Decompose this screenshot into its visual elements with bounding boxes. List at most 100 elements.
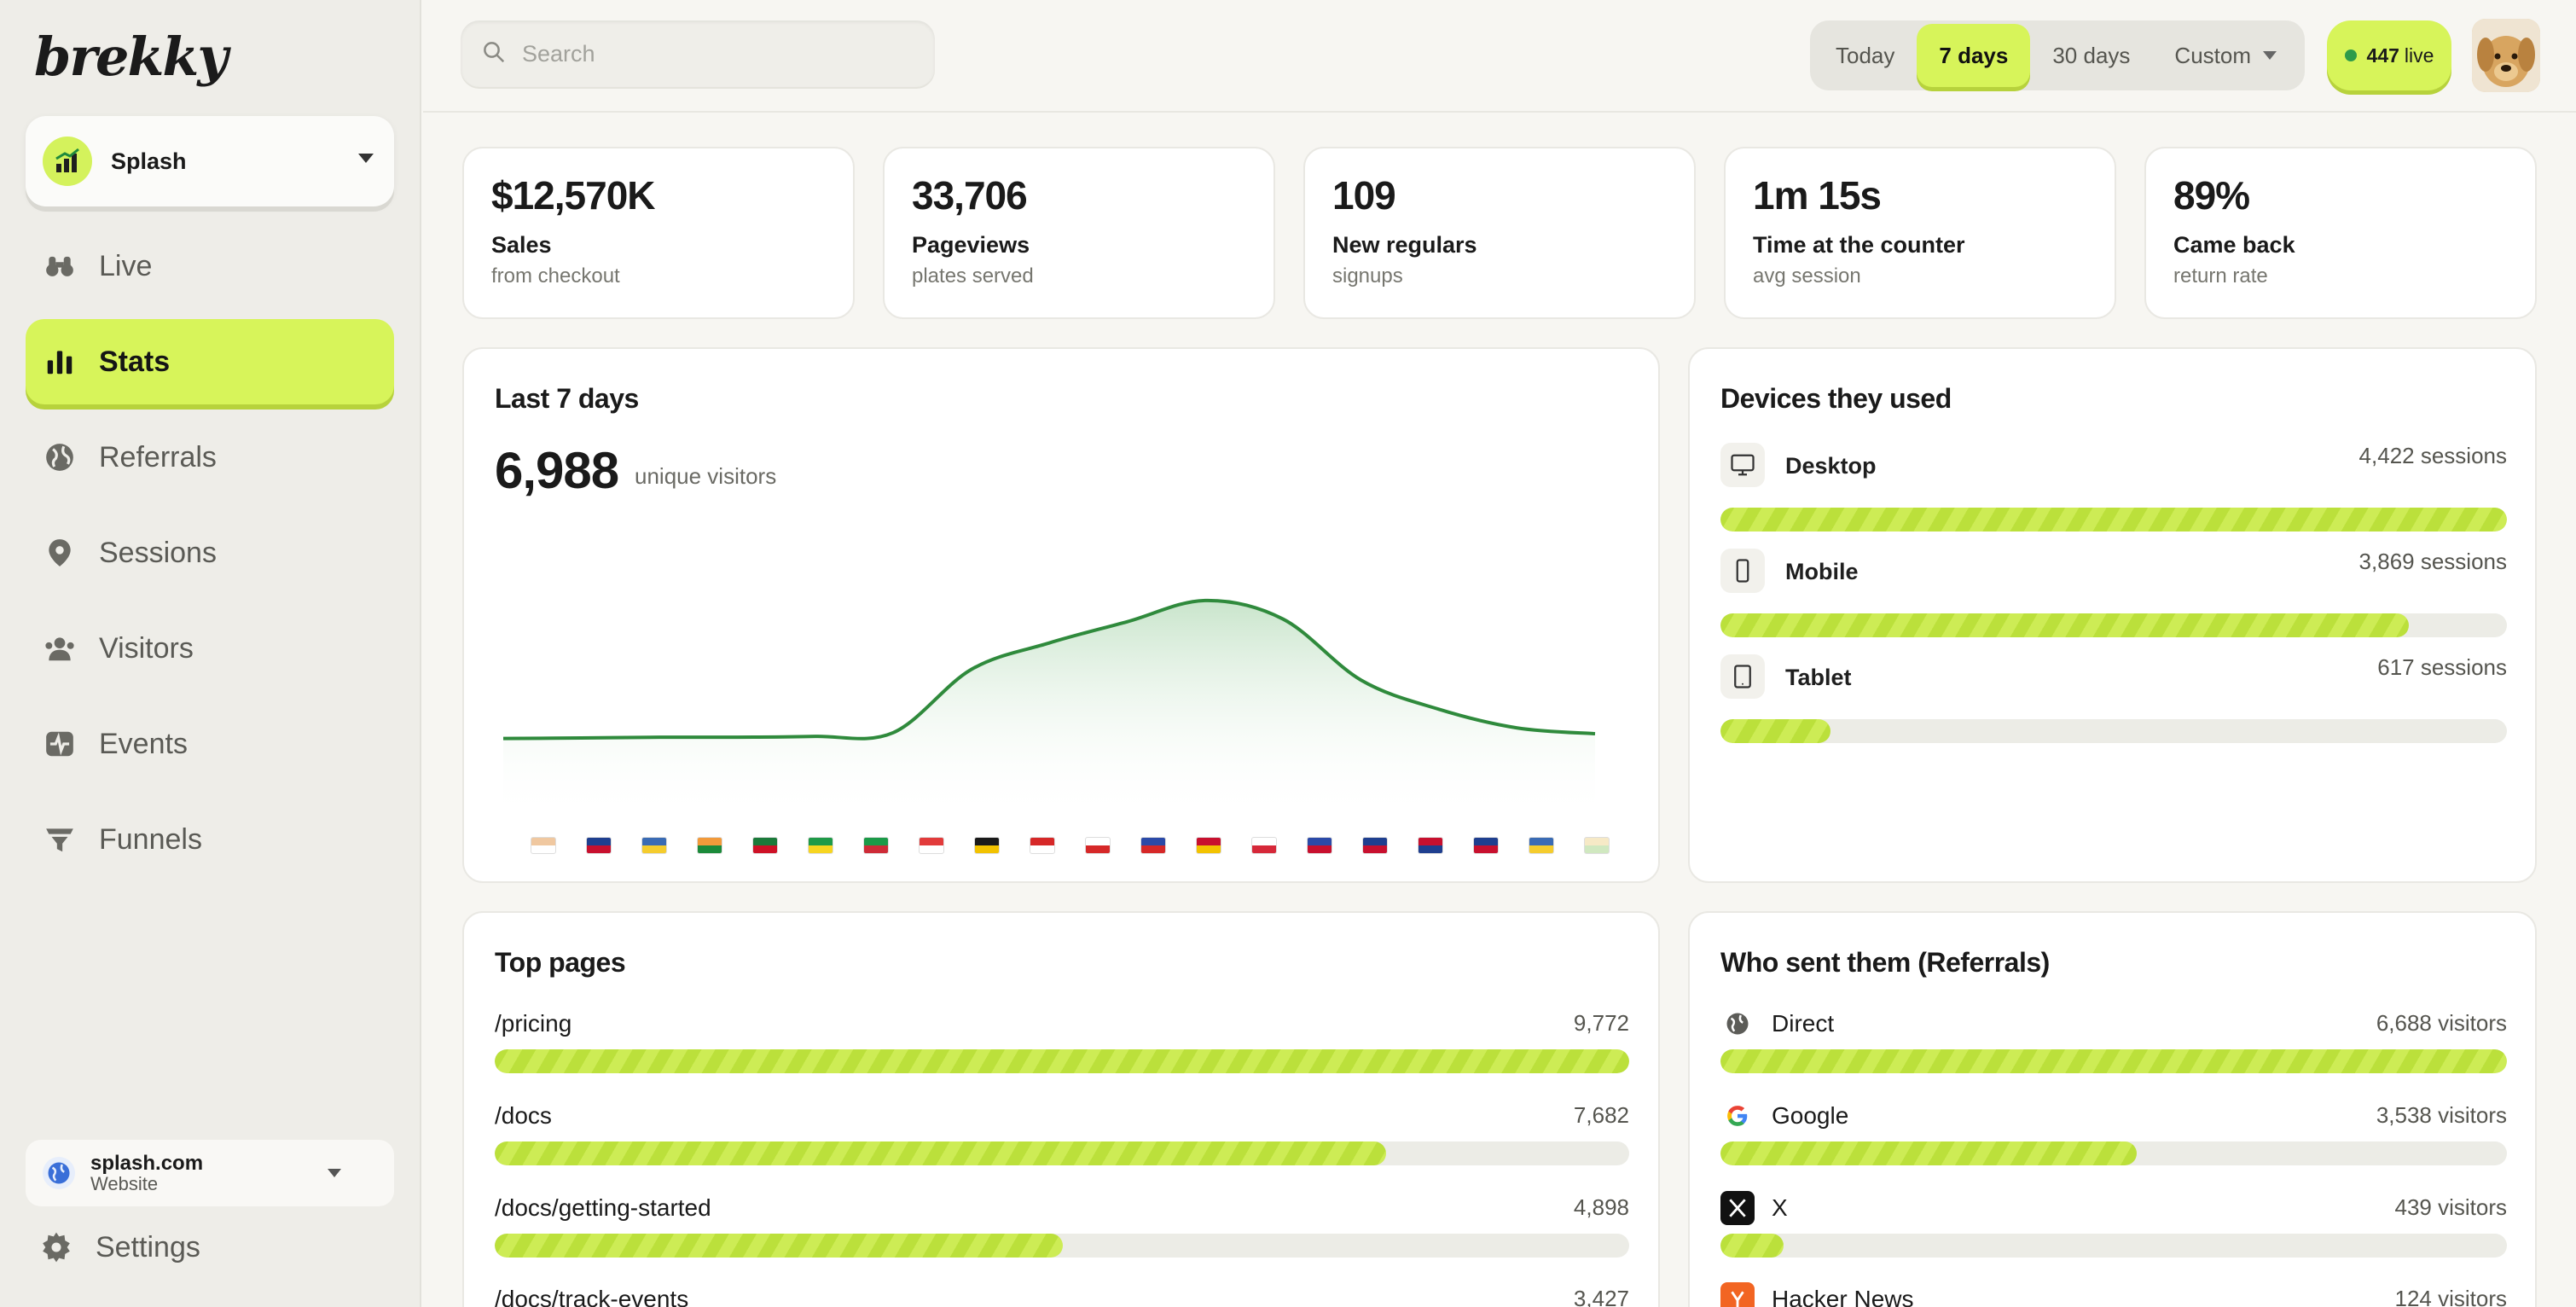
visitors-chart-card: Last 7 days 6,988 unique visitors [462, 347, 1660, 883]
search-input[interactable] [522, 40, 897, 67]
country-flags [515, 837, 1624, 858]
device-bar-track [1720, 613, 2507, 637]
nav-item-visitors[interactable]: Visitors [26, 606, 394, 691]
tab-today[interactable]: Today [1836, 42, 1895, 68]
page-bar-track [495, 1049, 1629, 1073]
page-views: 3,427 [1573, 1286, 1629, 1307]
device-sessions: 3,869 sessions [2358, 549, 2507, 574]
referral-visitors: 3,538 visitors [2376, 1102, 2507, 1128]
country-flag-icon [1402, 837, 1458, 858]
chart-series-line[interactable] [502, 598, 1596, 741]
tablet-icon [1720, 654, 1765, 699]
chevron-down-icon [328, 1169, 341, 1177]
country-flag-icon [959, 837, 1014, 858]
nav-item-funnels[interactable]: Funnels [26, 797, 394, 882]
kpi-card-pageviews[interactable]: 33,706 Pageviews plates served [883, 147, 1275, 319]
top-pages-card: Top pages /pricing 9,772 /docs 7,682 /do… [462, 911, 1660, 1307]
main-nav: Live Stats Referrals Sessions Visitors [26, 224, 394, 892]
country-flag-icon [1347, 837, 1402, 858]
referral-bar-fill [1720, 1234, 1784, 1258]
device-bar-track [1720, 508, 2507, 532]
binoculars-icon [43, 249, 77, 283]
referral-bar-fill [1720, 1141, 2137, 1165]
country-flag-icon [1458, 837, 1513, 858]
globe-icon [43, 1157, 75, 1189]
nav-item-events[interactable]: Events [26, 701, 394, 787]
project-icon [43, 137, 92, 186]
search-icon [481, 39, 507, 69]
page-path: /docs [495, 1102, 552, 1129]
app-logo[interactable]: brekky [34, 26, 228, 88]
country-flag-icon [848, 837, 903, 858]
referrals-card: Who sent them (Referrals) Direct 6,688 v… [1688, 911, 2537, 1307]
nav-item-label: Funnels [99, 822, 202, 856]
unique-visitors-total: 6,988 [495, 442, 619, 499]
card-title: Top pages [495, 947, 626, 978]
tab-30-days[interactable]: 30 days [2052, 42, 2131, 68]
nav-item-sessions[interactable]: Sessions [26, 510, 394, 595]
site-domain: splash.com [90, 1151, 204, 1175]
tab-7-days[interactable]: 7 days [1917, 24, 2031, 87]
avatar[interactable] [2472, 19, 2540, 92]
referral-bar-track [1720, 1049, 2507, 1073]
gear-icon [39, 1230, 73, 1264]
kpi-card-came-back[interactable]: 89% Came back return rate [2144, 147, 2537, 319]
card-title: Last 7 days [495, 383, 639, 414]
page-bar-fill [495, 1049, 1629, 1073]
globe-icon [43, 440, 77, 474]
referral-visitors: 124 visitors [2394, 1286, 2508, 1307]
x-icon [1720, 1191, 1755, 1225]
live-visitors-badge[interactable]: 447 live [2327, 20, 2451, 90]
nav-item-label: Events [99, 727, 188, 760]
kpi-sub: plates served [912, 264, 1034, 288]
referral-visitors: 439 visitors [2394, 1194, 2508, 1220]
nav-item-referrals[interactable]: Referrals [26, 415, 394, 500]
activity-icon [43, 727, 77, 761]
chart-area-fill [503, 600, 1595, 818]
settings-link[interactable]: Settings [39, 1230, 200, 1264]
site-switcher[interactable]: splash.com Website [26, 1140, 394, 1206]
project-name: Splash [111, 148, 187, 174]
tab-custom-label: Custom [2174, 42, 2251, 68]
devices-card: Devices they used Desktop 4,422 sessions… [1688, 347, 2537, 883]
country-flag-icon [903, 837, 959, 858]
users-icon [43, 631, 77, 665]
kpi-label: Sales [491, 232, 552, 258]
live-suffix: live [2404, 44, 2434, 67]
referral-name: Hacker News [1772, 1286, 1914, 1307]
google-icon [1720, 1099, 1755, 1133]
visitors-area-chart[interactable] [495, 562, 1629, 827]
nav-item-stats[interactable]: Stats [26, 319, 394, 404]
kpi-value: $12,570K [491, 173, 655, 218]
map-pin-icon [43, 536, 77, 570]
nav-item-label: Live [99, 249, 153, 282]
bar-chart-icon [43, 345, 77, 379]
kpi-label: New regulars [1332, 232, 1477, 258]
page-path: /pricing [495, 1010, 572, 1037]
page-path: /docs/track-events [495, 1286, 689, 1307]
project-switcher[interactable]: Splash [26, 116, 394, 206]
kpi-card-new-regulars[interactable]: 109 New regulars signups [1303, 147, 1696, 319]
date-range-tabs: Today 7 days 30 days Custom [1810, 20, 2305, 90]
search-box[interactable] [461, 20, 935, 87]
chevron-down-icon [2263, 51, 2277, 60]
nav-item-label: Sessions [99, 536, 217, 569]
referral-visitors: 6,688 visitors [2376, 1010, 2507, 1036]
tab-custom[interactable]: Custom [2152, 24, 2299, 87]
page-bar-track [495, 1141, 1629, 1165]
page-views: 9,772 [1573, 1010, 1629, 1036]
site-type: Website [90, 1173, 159, 1195]
nav-item-live[interactable]: Live [26, 224, 394, 309]
kpi-value: 1m 15s [1753, 173, 1882, 218]
settings-label: Settings [96, 1230, 200, 1263]
referral-bar-track [1720, 1234, 2507, 1258]
live-dot-icon [2344, 49, 2357, 61]
kpi-value: 109 [1332, 173, 1396, 218]
country-flag-icon [1014, 837, 1070, 858]
page-bar-fill [495, 1234, 1064, 1258]
kpi-card-sales[interactable]: $12,570K Sales from checkout [462, 147, 855, 319]
nav-item-label: Stats [99, 345, 171, 378]
country-flag-icon [515, 837, 571, 858]
kpi-card-time[interactable]: 1m 15s Time at the counter avg session [1724, 147, 2116, 319]
topbar: Today 7 days 30 days Custom 447 live [423, 0, 2576, 113]
